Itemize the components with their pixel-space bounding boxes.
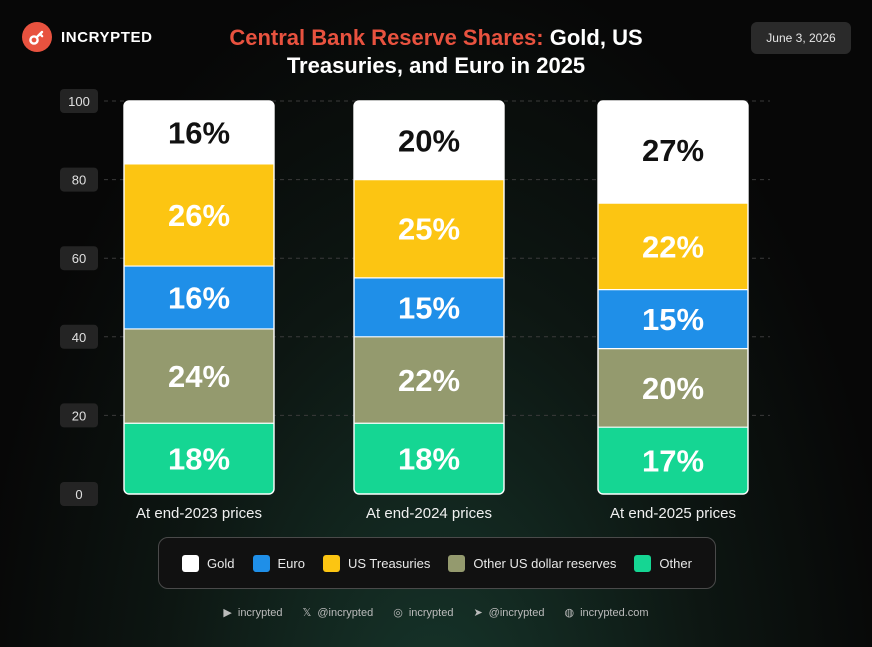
data-label: 16% xyxy=(168,115,230,150)
legend-label: Other xyxy=(659,555,692,571)
x-tick-label: At end-2025 prices xyxy=(610,505,736,522)
bar-segment xyxy=(354,179,504,278)
legend-item: Other US dollar reserves xyxy=(448,554,617,572)
bar-outline xyxy=(353,100,505,495)
chart-title: Central Bank Reserve Shares: Gold, US Tr… xyxy=(200,24,672,80)
footer-link-label: incrypted xyxy=(237,606,283,619)
legend-label: US Treasuries xyxy=(347,555,431,571)
bar-segment xyxy=(354,277,504,337)
bar-segment xyxy=(598,348,748,428)
legend-item: Other xyxy=(634,554,692,572)
footer-link-label: incrypted.com xyxy=(580,606,649,619)
footer-link-label: incrypted xyxy=(408,606,454,619)
bar-segment xyxy=(124,423,274,494)
footer-link[interactable]: 𝕏 @incrypted xyxy=(302,606,374,620)
footer-link[interactable]: ➤ @incrypted xyxy=(473,606,545,620)
legend-swatch xyxy=(634,554,652,572)
legend-label: Gold xyxy=(207,555,235,571)
data-label: 22% xyxy=(642,229,704,264)
stacked-bar-chart: 0 20 40 60 80 100 18% 24% 16% 26% 16% At end-2023 p… xyxy=(60,89,770,522)
y-tick-badge xyxy=(60,403,98,428)
bar-outline xyxy=(123,100,275,495)
data-label: 25% xyxy=(398,212,460,247)
legend-swatch xyxy=(182,554,200,572)
bar-segment xyxy=(354,336,504,424)
legend-swatch xyxy=(448,554,466,572)
data-label: 15% xyxy=(642,302,704,337)
footer-link-label: @incrypted xyxy=(317,606,374,619)
y-tick-badge xyxy=(60,246,98,271)
y-tick-badge xyxy=(60,482,98,506)
footer-link[interactable]: ◎ incrypted xyxy=(393,606,454,620)
y-tick-badge xyxy=(60,167,98,192)
bar-segment xyxy=(598,203,748,290)
legend-swatch xyxy=(252,554,270,572)
footer-link[interactable]: ▶ incrypted xyxy=(223,606,283,620)
data-label: 20% xyxy=(398,123,460,158)
y-tick-label: 40 xyxy=(72,330,86,345)
data-label: 16% xyxy=(168,281,230,316)
youtube-icon: ▶ xyxy=(223,607,232,619)
bar-segment xyxy=(124,163,274,267)
y-tick-label: 0 xyxy=(75,487,82,502)
telegram-icon: ➤ xyxy=(473,607,483,619)
bar-segment xyxy=(354,423,504,494)
bar-segment xyxy=(124,266,274,329)
bar-stack xyxy=(124,101,274,494)
bar-segment xyxy=(598,101,748,204)
globe-icon: ◍ xyxy=(564,607,575,619)
y-tick-badge xyxy=(60,324,98,349)
data-label: 15% xyxy=(398,290,460,325)
data-label: 22% xyxy=(398,363,460,398)
footer-link[interactable]: ◍ incrypted.com xyxy=(564,606,649,620)
legend-item: US Treasuries xyxy=(322,554,431,572)
y-tick-label: 80 xyxy=(72,173,86,188)
legend-label: Other US dollar reserves xyxy=(473,555,617,571)
bar-segment xyxy=(354,101,504,180)
legend-label: Euro xyxy=(277,555,305,571)
bar-stack xyxy=(354,101,504,494)
data-label: 17% xyxy=(642,444,704,479)
bar-segment xyxy=(598,427,748,494)
y-tick-badge xyxy=(60,89,98,113)
instagram-icon: ◎ xyxy=(393,607,403,619)
title-accent: Central Bank Reserve Shares: xyxy=(229,25,544,50)
y-tick-label: 20 xyxy=(72,408,86,423)
data-label: 24% xyxy=(168,359,230,394)
brand-logo: INCRYPTED xyxy=(22,22,153,52)
title-rest: Gold, US Treasuries, and Euro in 2025 xyxy=(286,25,643,78)
bar-stack xyxy=(598,101,748,494)
incrypted-logo-icon xyxy=(22,22,52,52)
bar-segment xyxy=(124,328,274,424)
footer-link-label: @incrypted xyxy=(488,606,545,619)
date-badge: June 3, 2026 xyxy=(751,22,851,54)
data-label: 18% xyxy=(398,442,460,477)
x-tick-label: At end-2024 prices xyxy=(366,505,492,522)
data-label: 26% xyxy=(168,198,230,233)
legend-item: Gold xyxy=(182,554,235,572)
data-label: 18% xyxy=(168,442,230,477)
bar-segment xyxy=(598,289,748,349)
brand-name: INCRYPTED xyxy=(61,28,153,46)
chart-legend: Gold Euro US Treasuries Other US dollar res… xyxy=(158,537,716,589)
y-tick-label: 60 xyxy=(72,251,86,266)
legend-item: Euro xyxy=(252,554,305,572)
data-label: 27% xyxy=(642,133,704,168)
y-tick-label: 100 xyxy=(68,94,90,109)
bar-outline xyxy=(597,100,749,495)
x-icon: 𝕏 xyxy=(302,607,312,619)
x-tick-label: At end-2023 prices xyxy=(136,505,262,522)
legend-swatch xyxy=(322,554,340,572)
bar-segment xyxy=(124,101,274,164)
data-label: 20% xyxy=(642,371,704,406)
social-footer: ▶ incrypted 𝕏 @incrypted ◎ incrypted ➤ @incrypt… xyxy=(0,606,872,620)
